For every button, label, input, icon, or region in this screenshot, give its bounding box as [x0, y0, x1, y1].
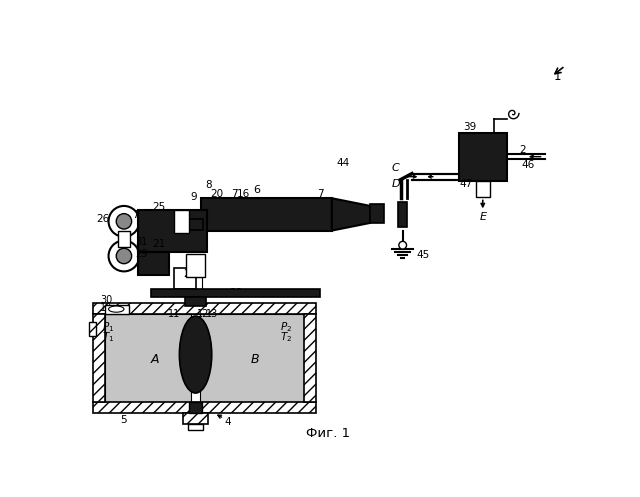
Circle shape: [116, 214, 132, 229]
Circle shape: [116, 248, 132, 264]
Text: Фиг. 1: Фиг. 1: [306, 426, 350, 439]
Text: 26: 26: [96, 214, 109, 224]
Bar: [371, 204, 384, 223]
Text: B: B: [250, 353, 259, 366]
Bar: [183, 413, 208, 424]
Text: 25: 25: [152, 202, 165, 213]
Text: E: E: [479, 213, 486, 223]
Bar: [188, 424, 204, 430]
Bar: [459, 133, 507, 180]
Text: 31: 31: [136, 237, 148, 247]
Bar: [182, 219, 204, 230]
Bar: [106, 305, 129, 314]
Text: D: D: [392, 179, 400, 189]
Ellipse shape: [179, 316, 212, 393]
Bar: [151, 289, 320, 297]
Bar: [174, 267, 196, 289]
Text: 7: 7: [231, 189, 237, 199]
Text: 2: 2: [520, 145, 526, 155]
Text: $P_2$: $P_2$: [280, 321, 292, 334]
Text: 44: 44: [337, 158, 350, 168]
Bar: [93, 314, 106, 402]
Text: $T_1$: $T_1$: [102, 330, 115, 344]
Text: 10: 10: [100, 303, 113, 313]
Text: A: A: [150, 353, 159, 366]
Text: 30: 30: [100, 295, 113, 305]
Bar: [189, 277, 202, 289]
Bar: [304, 314, 316, 402]
Bar: [118, 231, 130, 247]
Text: 4: 4: [225, 416, 231, 426]
Text: 20: 20: [210, 189, 223, 199]
Text: C: C: [392, 163, 399, 173]
Text: 16: 16: [237, 189, 250, 199]
Bar: [93, 402, 316, 413]
Text: 12: 12: [197, 309, 209, 319]
Ellipse shape: [109, 306, 124, 312]
Text: 8: 8: [205, 180, 212, 190]
Text: 5: 5: [120, 415, 127, 425]
Text: 13: 13: [206, 309, 219, 319]
Text: 7: 7: [317, 189, 324, 199]
Text: 21: 21: [152, 240, 165, 249]
Bar: [138, 210, 207, 252]
Bar: [476, 180, 490, 197]
Text: 28: 28: [229, 288, 242, 298]
Text: 9: 9: [190, 192, 196, 202]
Text: 1: 1: [554, 70, 561, 83]
Bar: [398, 202, 407, 227]
Text: 6: 6: [253, 185, 260, 195]
Text: 46: 46: [522, 160, 535, 170]
Circle shape: [399, 242, 406, 249]
Bar: [106, 314, 304, 402]
Bar: [138, 252, 168, 275]
Text: 27: 27: [183, 269, 196, 279]
Text: 29: 29: [136, 248, 148, 258]
Bar: [190, 297, 201, 303]
Circle shape: [109, 241, 140, 271]
Bar: [174, 210, 189, 233]
Text: 39: 39: [463, 122, 476, 132]
Bar: [191, 314, 200, 402]
Text: 45: 45: [417, 250, 430, 260]
Bar: [88, 322, 96, 336]
Text: $P_1$: $P_1$: [102, 321, 115, 334]
Text: 11: 11: [168, 309, 180, 319]
Bar: [186, 253, 205, 277]
Bar: [189, 402, 202, 413]
Circle shape: [109, 206, 140, 237]
Bar: [93, 303, 316, 314]
Bar: [185, 297, 206, 306]
Polygon shape: [332, 198, 371, 231]
Text: $T_2$: $T_2$: [280, 330, 292, 344]
Bar: [201, 198, 332, 231]
Text: 7: 7: [132, 210, 139, 220]
Text: 47: 47: [460, 179, 473, 189]
